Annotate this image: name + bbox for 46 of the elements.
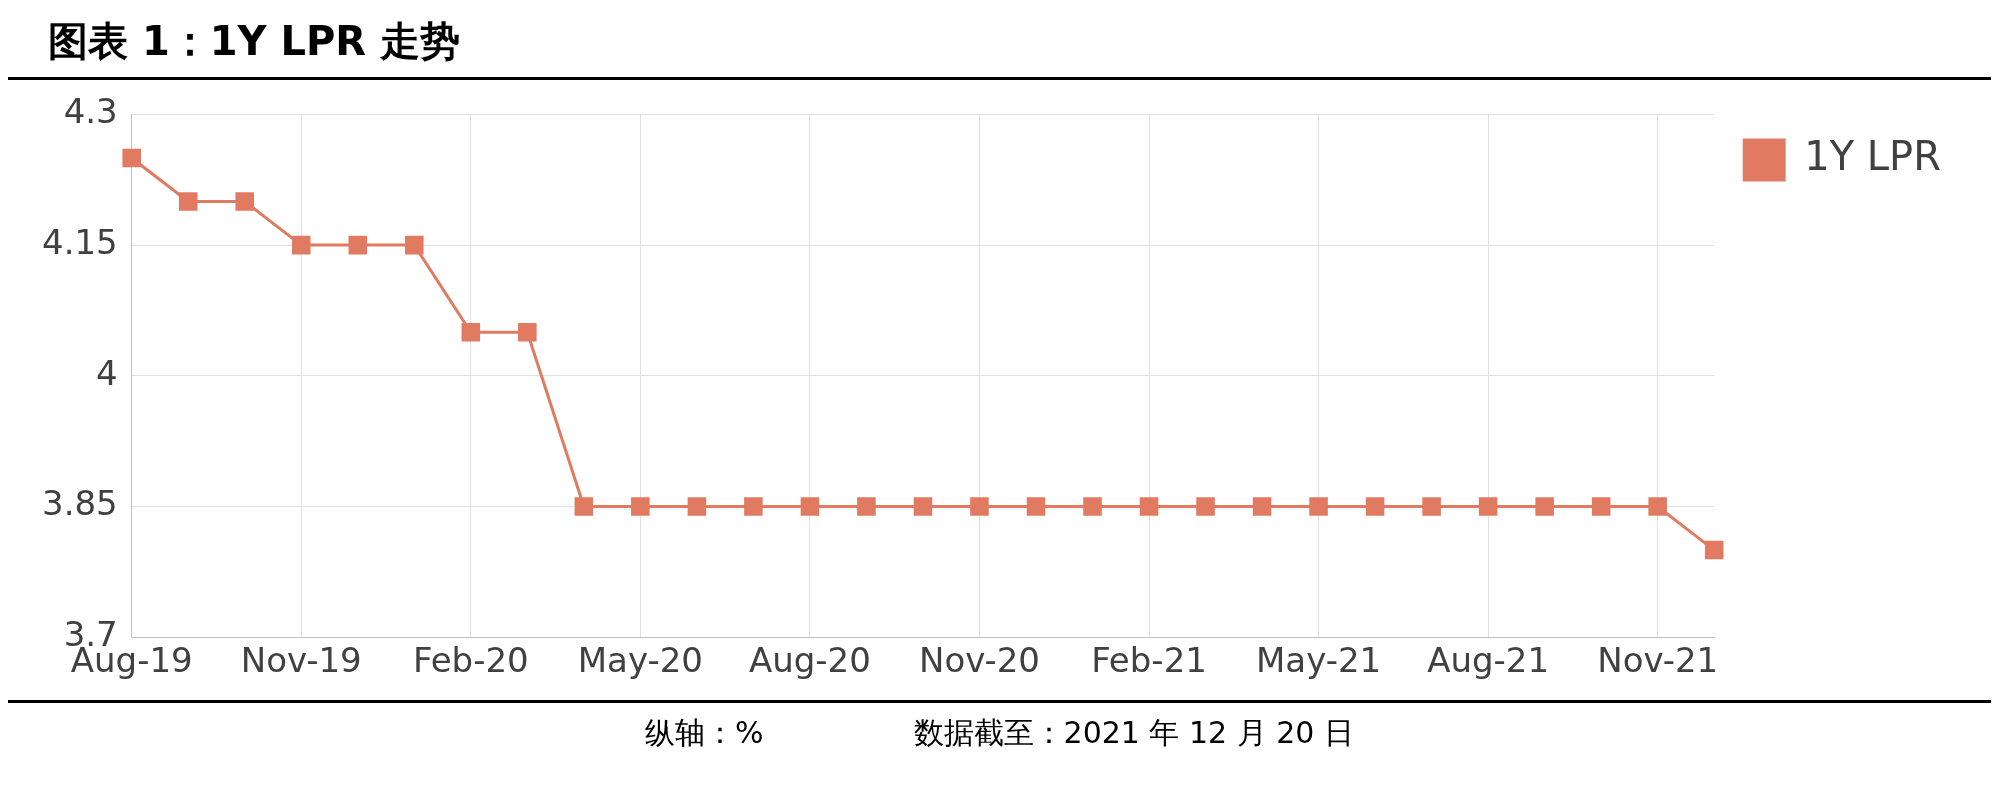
- x-tick-label: Feb-20: [412, 640, 529, 681]
- point: [178, 192, 198, 211]
- point: [631, 497, 650, 516]
- point: [970, 497, 989, 516]
- text: 纵轴：%: [645, 714, 764, 752]
- point: [1422, 497, 1441, 516]
- y-tick-label: 4: [96, 352, 118, 393]
- point: [461, 322, 481, 342]
- point: [1648, 497, 1667, 516]
- point: [857, 497, 876, 516]
- point: [1535, 497, 1554, 516]
- x-tick-label: Feb-21: [1091, 640, 1207, 681]
- point: [518, 322, 537, 342]
- x-tick-label: Nov-20: [918, 640, 1040, 681]
- point: [1196, 497, 1215, 516]
- point: [1026, 497, 1046, 516]
- point: [122, 148, 141, 168]
- point: [1591, 497, 1611, 516]
- x-tick-label: Aug-20: [748, 640, 871, 681]
- point: [348, 235, 368, 255]
- x-tick-label: May-20: [577, 640, 703, 681]
- point: [913, 497, 933, 516]
- x-tick-label: Nov-19: [240, 640, 362, 681]
- y-tick-label: 3.85: [42, 483, 118, 524]
- chart-title: 图表 1：1Y LPR 走势: [8, 8, 1991, 80]
- point: [574, 497, 594, 516]
- point: [1252, 497, 1272, 516]
- point: [1309, 497, 1328, 516]
- y-tick-label: 4.3: [63, 91, 118, 132]
- text: 数据截至：2021 年 12 月 20 日: [913, 714, 1354, 752]
- point: [1365, 497, 1385, 516]
- point: [1139, 497, 1159, 516]
- point: [687, 497, 707, 516]
- point: [1478, 497, 1498, 516]
- point: [1083, 497, 1102, 516]
- point: [235, 192, 255, 211]
- x-tick-label: Aug-21: [1427, 640, 1550, 681]
- y-tick-label: 4.15: [42, 221, 118, 262]
- point: [405, 235, 424, 255]
- point: [1704, 540, 1724, 560]
- legend-label: 1Y LPR: [1804, 133, 1941, 180]
- x-tick-label: May-21: [1255, 640, 1382, 681]
- x-tick-label: Nov-21: [1597, 640, 1719, 681]
- point: [744, 497, 763, 516]
- point: [800, 497, 820, 516]
- point: [291, 235, 311, 255]
